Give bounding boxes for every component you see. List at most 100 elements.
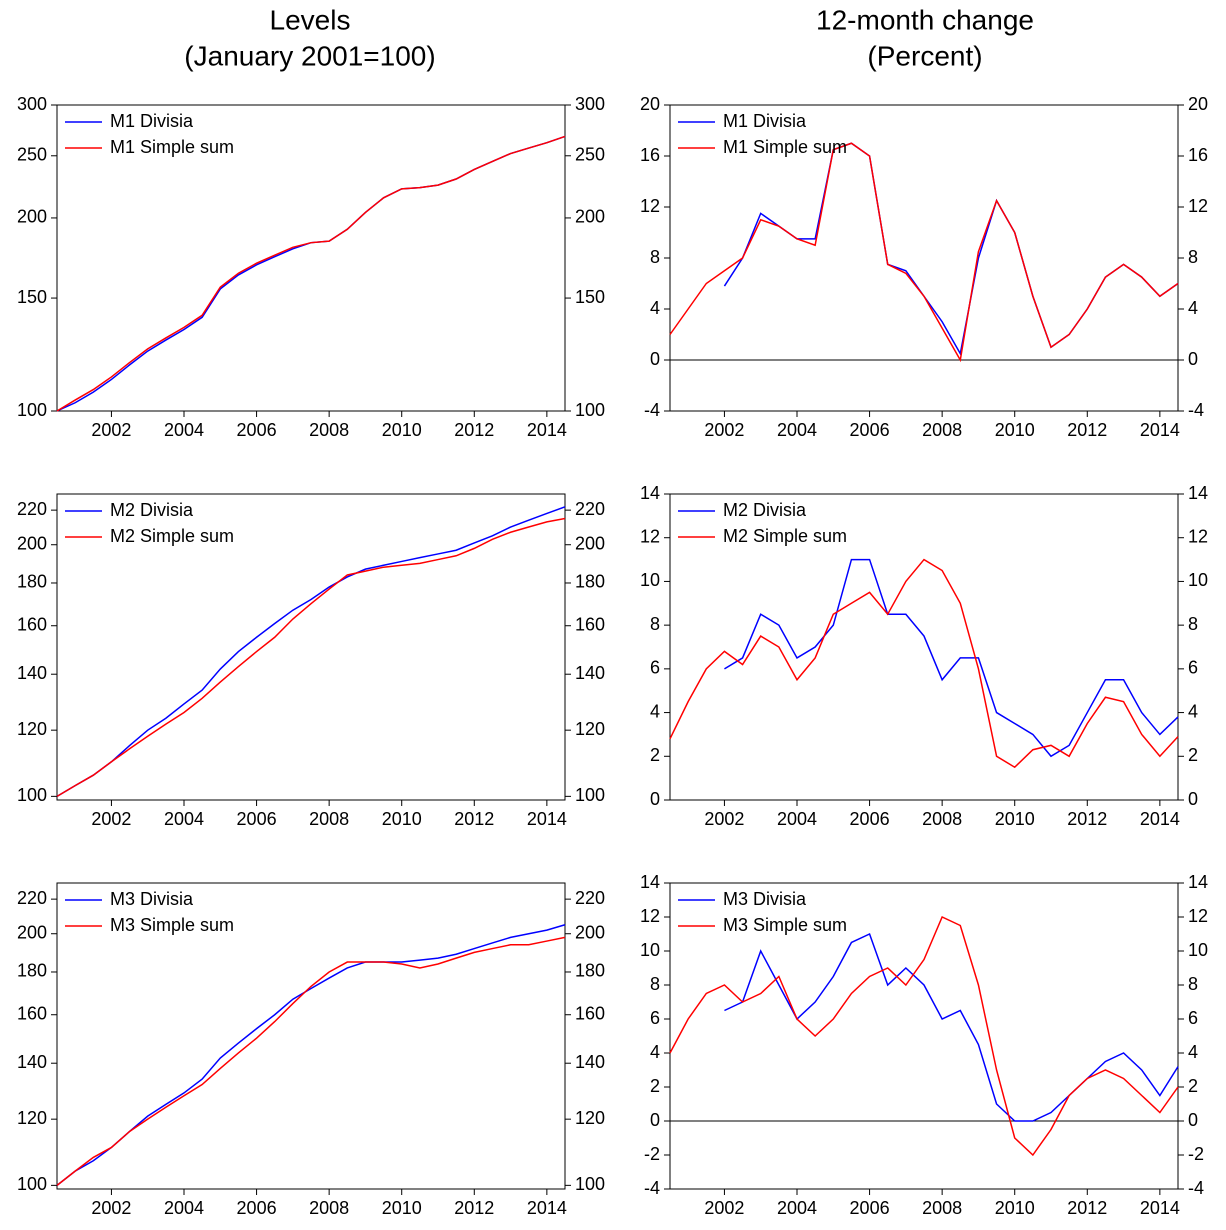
x-tick-label: 2010 — [382, 809, 422, 829]
column-subtitle: (Percent) — [867, 40, 982, 71]
y-tick-label: 16 — [640, 145, 660, 165]
y2-tick-label: 2 — [1188, 745, 1198, 765]
plot-frame — [56, 104, 566, 412]
y-tick-label: 8 — [650, 974, 660, 994]
y-tick-label: 0 — [650, 349, 660, 369]
y2-tick-label: 8 — [1188, 247, 1198, 267]
x-tick-label: 2002 — [704, 420, 744, 440]
x-tick-label: 2014 — [1140, 420, 1180, 440]
x-tick-label: 2006 — [237, 1198, 277, 1218]
x-tick-label: 2002 — [704, 1198, 744, 1218]
y2-tick-label: -4 — [1188, 1178, 1204, 1198]
y-tick-label: 12 — [640, 196, 660, 216]
data-line — [56, 135, 566, 412]
y2-tick-label: 120 — [575, 719, 605, 739]
chart-panel: 100 100 150 150 200 200 250 250 300 300 2002 2004 20… — [17, 94, 605, 440]
data-line — [669, 558, 1179, 769]
x-tick-label: 2008 — [922, 1198, 962, 1218]
x-tick-label: 2010 — [382, 420, 422, 440]
y-tick-label: -4 — [644, 400, 660, 420]
y2-tick-label: 12 — [1188, 906, 1208, 926]
y2-tick-label: 220 — [575, 888, 605, 908]
y-tick-label: 160 — [17, 1003, 47, 1023]
legend-label: M1 Divisia — [723, 111, 807, 131]
y2-tick-label: 0 — [1188, 1110, 1198, 1130]
y2-tick-label: 2 — [1188, 1076, 1198, 1096]
y2-tick-label: 180 — [575, 572, 605, 592]
x-tick-label: 2012 — [1067, 809, 1107, 829]
y-tick-label: 12 — [640, 906, 660, 926]
x-tick-label: 2006 — [850, 809, 890, 829]
plot-frame — [56, 882, 566, 1190]
y-tick-label: 120 — [17, 1108, 47, 1128]
y-tick-label: 220 — [17, 499, 47, 519]
y-tick-label: 12 — [640, 526, 660, 546]
x-tick-label: 2002 — [91, 809, 131, 829]
legend-label: M2 Simple sum — [110, 526, 234, 546]
y2-tick-label: 16 — [1188, 145, 1208, 165]
data-line — [56, 135, 566, 412]
y-tick-label: 2 — [650, 1076, 660, 1096]
y2-tick-label: 10 — [1188, 940, 1208, 960]
y-tick-label: 200 — [17, 533, 47, 553]
y2-tick-label: 6 — [1188, 658, 1198, 678]
y-tick-label: 20 — [640, 94, 660, 114]
legend-label: M3 Simple sum — [723, 915, 847, 935]
x-tick-label: 2008 — [309, 420, 349, 440]
y2-tick-label: 4 — [1188, 298, 1198, 318]
y2-tick-label: 140 — [575, 1052, 605, 1072]
y2-tick-label: 10 — [1188, 570, 1208, 590]
x-tick-label: 2002 — [91, 420, 131, 440]
y-tick-label: 0 — [650, 789, 660, 809]
x-tick-label: 2014 — [527, 420, 567, 440]
x-tick-label: 2004 — [164, 420, 204, 440]
column-title: Levels — [270, 4, 351, 35]
y2-tick-label: 4 — [1188, 701, 1198, 721]
y-tick-label: 200 — [17, 207, 47, 227]
plot-frame — [669, 882, 1179, 1190]
x-tick-label: 2010 — [995, 420, 1035, 440]
y-tick-label: 250 — [17, 145, 47, 165]
y-tick-label: 180 — [17, 572, 47, 592]
y2-tick-label: 200 — [575, 922, 605, 942]
data-line — [724, 932, 1179, 1122]
x-tick-label: 2006 — [850, 420, 890, 440]
x-tick-label: 2012 — [1067, 420, 1107, 440]
legend-label: M1 Simple sum — [110, 137, 234, 157]
x-tick-label: 2002 — [91, 1198, 131, 1218]
y2-tick-label: 200 — [575, 533, 605, 553]
y-tick-label: 14 — [640, 483, 660, 503]
y-tick-label: 6 — [650, 658, 660, 678]
y-tick-label: 150 — [17, 287, 47, 307]
y2-tick-label: 100 — [575, 785, 605, 805]
y2-tick-label: 14 — [1188, 483, 1208, 503]
y2-tick-label: 160 — [575, 1003, 605, 1023]
x-tick-label: 2008 — [309, 809, 349, 829]
y2-tick-label: 150 — [575, 287, 605, 307]
y-tick-label: 180 — [17, 961, 47, 981]
data-line — [669, 142, 1179, 363]
data-line — [56, 517, 566, 797]
x-tick-label: 2012 — [454, 1198, 494, 1218]
y-tick-label: 10 — [640, 570, 660, 590]
y2-tick-label: 0 — [1188, 349, 1198, 369]
chart-panel: -4 -4 -2 -2 0 0 2 2 4 4 6 6 8 8 10 10 12 12 14 14 2002 2004 20… — [640, 872, 1208, 1218]
y-tick-label: 14 — [640, 872, 660, 892]
data-line — [56, 924, 566, 1186]
y2-tick-label: 20 — [1188, 94, 1208, 114]
y2-tick-label: 180 — [575, 961, 605, 981]
y-tick-label: 4 — [650, 298, 660, 318]
legend-label: M3 Divisia — [110, 889, 194, 909]
plot-frame — [56, 493, 566, 801]
y-tick-label: 100 — [17, 1174, 47, 1194]
y-tick-label: 300 — [17, 94, 47, 114]
y2-tick-label: -2 — [1188, 1144, 1204, 1164]
x-tick-label: 2004 — [777, 420, 817, 440]
y-tick-label: 6 — [650, 1008, 660, 1028]
y-tick-label: 120 — [17, 719, 47, 739]
x-tick-label: 2004 — [164, 809, 204, 829]
y2-tick-label: 100 — [575, 1174, 605, 1194]
y2-tick-label: 8 — [1188, 614, 1198, 634]
y-tick-label: 4 — [650, 1042, 660, 1062]
